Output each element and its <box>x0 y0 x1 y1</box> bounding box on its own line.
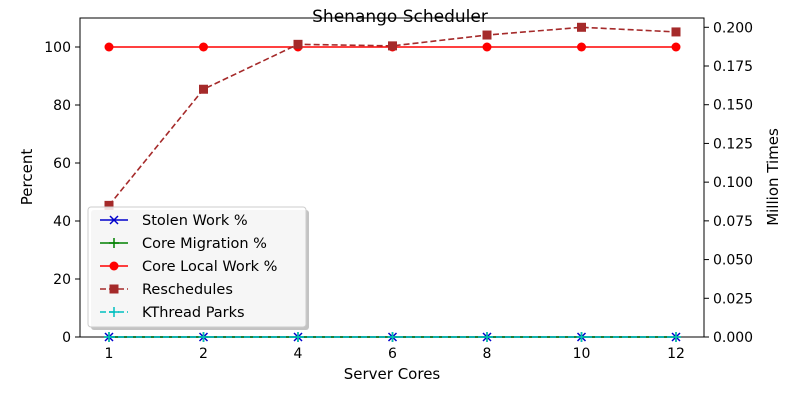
legend-entry: Core Local Work % <box>100 259 277 275</box>
left-y-axis-label: Percent <box>18 149 36 206</box>
data-point <box>198 332 209 342</box>
series-layer <box>104 22 681 342</box>
data-point <box>482 332 492 342</box>
data-point <box>576 332 587 342</box>
data-point <box>104 200 114 210</box>
legend-marker <box>109 307 119 317</box>
data-point <box>388 41 397 51</box>
data-point <box>482 30 492 40</box>
right-tick-label: 0.150 <box>713 98 753 114</box>
data-point <box>293 39 303 49</box>
legend-entry: Stolen Work % <box>100 213 248 229</box>
data-point <box>104 332 114 342</box>
left-tick-label: 80 <box>53 98 71 114</box>
legend-marker <box>109 284 119 294</box>
legend-label: Stolen Work % <box>142 213 248 229</box>
legend-entry: KThread Parks <box>100 305 245 321</box>
legend-entry: Core Migration % <box>100 236 267 252</box>
right-tick-label: 0.000 <box>713 330 753 346</box>
series-line <box>108 26 677 206</box>
x-tick-label: 8 <box>483 346 492 362</box>
right-y-axis: 0.000 0.025 0.050 0.075 0.100 0.125 0.150 0.175… <box>704 20 753 346</box>
legend-entry: Reschedules <box>100 282 233 298</box>
legend-label: Core Local Work % <box>142 259 277 275</box>
series-reschedules <box>104 22 681 210</box>
right-tick-label: 0.200 <box>713 20 753 36</box>
right-y-axis-label: Million Times <box>764 128 782 226</box>
right-tick-label: 0.050 <box>713 253 753 269</box>
data-point <box>671 27 681 37</box>
right-tick-label: 0.125 <box>713 136 753 152</box>
x-tick-label: 1 <box>105 346 114 362</box>
x-tick-label: 10 <box>573 346 591 362</box>
right-tick-label: 0.025 <box>713 291 753 307</box>
data-point <box>671 42 681 52</box>
x-tick-label: 4 <box>294 346 303 362</box>
x-axis: 1 2 4 6 8 10 12 <box>105 337 685 362</box>
right-tick-label: 0.075 <box>713 214 753 230</box>
data-point <box>199 42 208 52</box>
left-tick-label: 40 <box>53 214 71 230</box>
data-point <box>482 42 492 52</box>
data-point <box>104 42 114 52</box>
data-point <box>199 84 208 94</box>
legend-marker <box>109 238 119 248</box>
legend-marker <box>109 215 119 225</box>
legend-box <box>87 206 307 328</box>
x-axis-label: Server Cores <box>344 365 441 383</box>
left-tick-label: 20 <box>53 272 71 288</box>
data-point <box>671 332 681 342</box>
right-tick-label: 0.100 <box>713 175 753 191</box>
data-point <box>293 332 303 342</box>
x-tick-label: 2 <box>199 346 208 362</box>
left-tick-label: 0 <box>62 330 71 346</box>
legend-label: Reschedules <box>142 282 233 298</box>
legend-label: Core Migration % <box>142 236 267 252</box>
right-tick-label: 0.175 <box>713 59 753 75</box>
data-point <box>387 332 398 342</box>
data-point <box>577 42 586 52</box>
series-kthread-parks <box>104 332 681 342</box>
x-tick-label: 6 <box>388 346 397 362</box>
left-tick-label: 100 <box>44 40 71 56</box>
data-point <box>577 22 586 32</box>
left-y-axis: 0 20 40 60 80 100 <box>44 40 80 346</box>
legend-marker <box>109 261 119 271</box>
chart-title: Shenango Scheduler <box>312 7 488 27</box>
left-tick-label: 60 <box>53 156 71 172</box>
x-tick-label: 12 <box>667 346 685 362</box>
legend-label: KThread Parks <box>142 305 245 321</box>
legend: Stolen Work % Core Migration % Core Local … <box>87 206 309 330</box>
